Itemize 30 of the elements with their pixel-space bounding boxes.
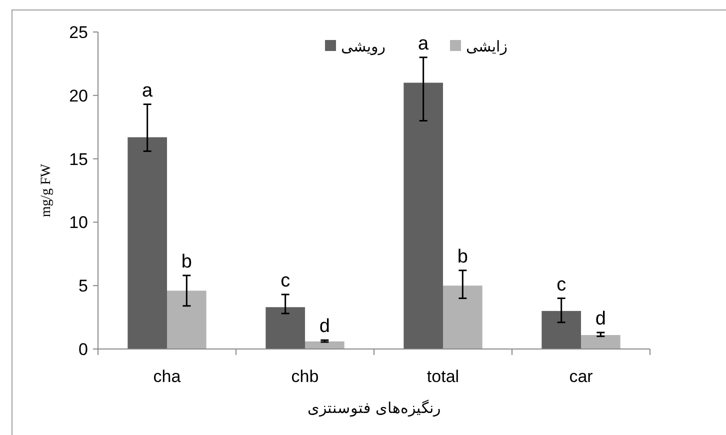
bar	[305, 341, 344, 349]
bar	[581, 335, 620, 349]
annotation: d	[319, 316, 330, 338]
bar	[266, 307, 305, 349]
annotation: a	[418, 33, 430, 54]
y-tick-label: 0	[78, 340, 88, 359]
y-tick-label: 25	[69, 22, 88, 42]
annotation: b	[181, 251, 192, 272]
annotation: d	[595, 308, 606, 330]
bar	[542, 310, 581, 349]
legend-label: زایشی	[466, 37, 508, 56]
y-tick-label: 10	[69, 213, 88, 232]
x-tick-label: cha	[153, 367, 182, 386]
y-tick-label: 15	[69, 150, 88, 169]
y-tick-label: 20	[69, 86, 88, 106]
annotation: a	[142, 80, 154, 102]
x-tick-label: car	[569, 367, 594, 386]
bar	[443, 286, 482, 349]
x-tick-label: chb	[291, 367, 319, 386]
y-tick-label: 5	[78, 276, 88, 296]
bar	[128, 137, 167, 349]
x-axis-title: رنگیزه‌های فتوسنتزی	[308, 399, 440, 417]
annotation: b	[457, 246, 468, 268]
bar	[167, 290, 206, 349]
bar	[404, 82, 443, 349]
annotation: c	[556, 274, 566, 296]
y-axis-title: mg/g FW	[39, 163, 54, 218]
x-tick-label: total	[426, 367, 460, 386]
annotation: c	[280, 270, 290, 292]
legend-label: رویشی	[341, 37, 386, 56]
